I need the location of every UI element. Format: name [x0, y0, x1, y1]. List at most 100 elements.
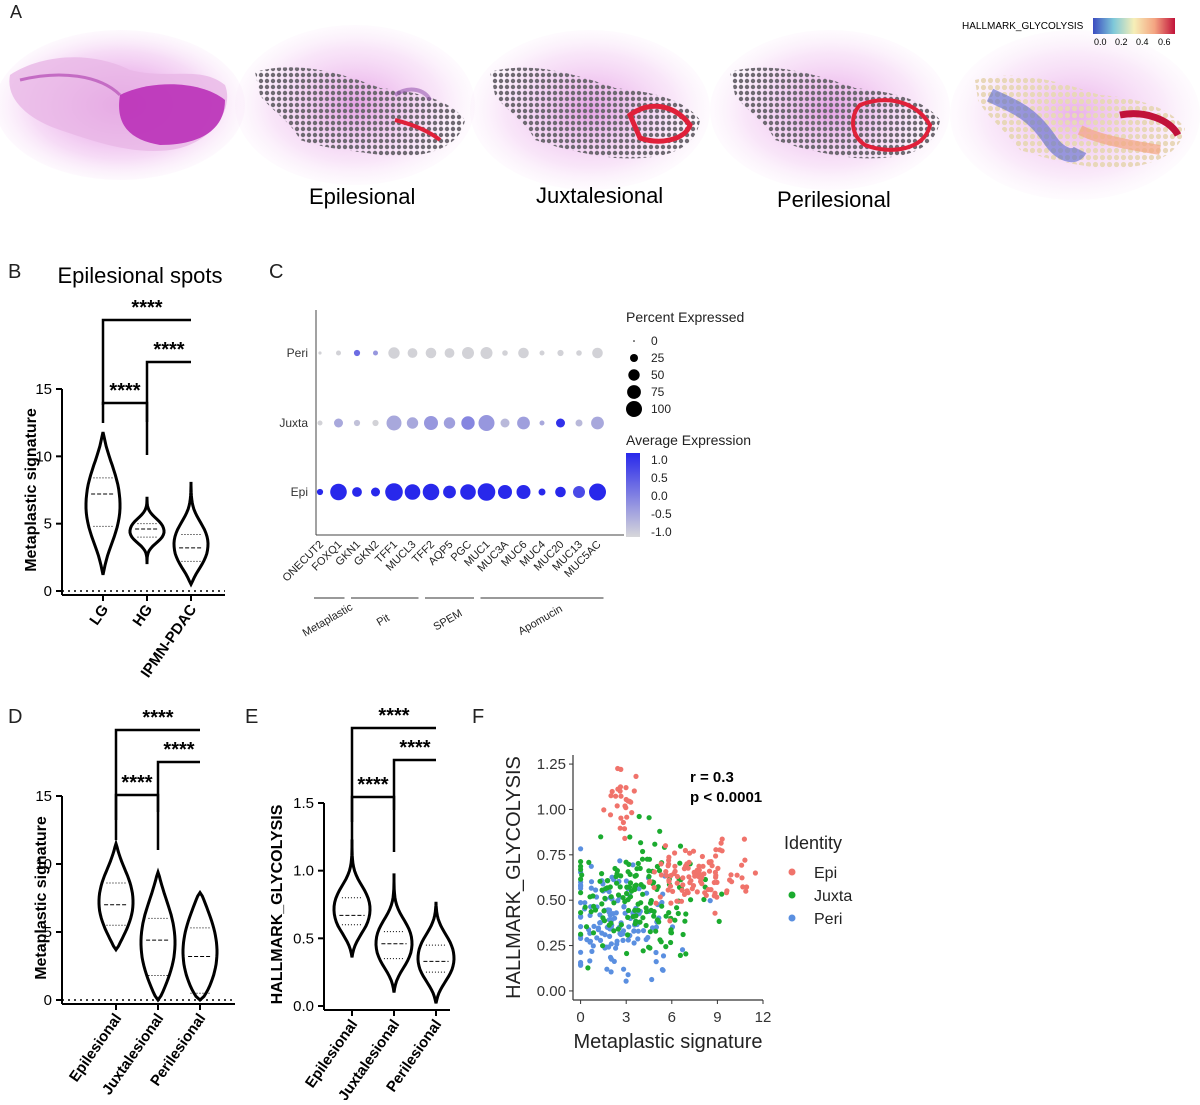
violin-0 — [84, 431, 122, 576]
significance-bracket — [156, 760, 200, 812]
point-epi — [728, 872, 734, 878]
point-epi — [713, 847, 719, 853]
point-epi — [711, 879, 717, 886]
point-epi — [712, 869, 718, 875]
dot-Juxta-MUC3A — [500, 418, 510, 428]
legend-swatch-peri — [788, 914, 796, 922]
point-juxta — [657, 828, 663, 834]
y-tick-label: 0.0 — [293, 998, 314, 1015]
dot-Peri-GKN1 — [353, 349, 361, 357]
colorbar-tick-0: 0.0 — [1094, 37, 1107, 47]
dot-Juxta-MUC13 — [575, 419, 583, 427]
dot-Peri-MUC13 — [576, 350, 582, 356]
point-epi — [712, 910, 718, 916]
dot-Juxta-FOXQ1 — [334, 418, 343, 428]
point-juxta — [677, 860, 683, 866]
point-peri — [588, 879, 595, 885]
point-epi — [696, 863, 702, 869]
dot-Epi-GKN1 — [352, 487, 362, 497]
point-juxta — [615, 892, 622, 898]
point-juxta — [635, 907, 641, 913]
point-juxta — [620, 895, 626, 901]
point-epi — [680, 882, 686, 888]
point-epi — [665, 887, 671, 893]
dot-Peri-FOXQ1 — [336, 350, 341, 356]
dot-Epi-MUC1 — [477, 483, 496, 501]
point-juxta — [579, 872, 585, 878]
point-juxta — [578, 859, 584, 865]
point-peri — [606, 944, 612, 950]
point-juxta — [624, 890, 630, 897]
point-peri — [578, 961, 584, 967]
x-tick-label: LG — [86, 602, 112, 629]
point-peri — [621, 966, 627, 972]
point-epi — [681, 891, 688, 897]
tissue-images — [0, 18, 1200, 200]
color-legend-title: Average Expression — [626, 432, 751, 448]
point-peri — [590, 943, 596, 949]
point-epi — [667, 918, 673, 924]
point-juxta — [590, 930, 597, 936]
y-tick-label: 0.75 — [537, 847, 566, 864]
point-juxta — [666, 910, 672, 916]
point-juxta — [597, 878, 603, 884]
point-peri — [623, 978, 629, 984]
colorbar-title: HALLMARK_GLYCOLYSIS — [962, 21, 1084, 32]
point-epi — [690, 883, 697, 889]
colorbar-tick-3: 0.6 — [1158, 37, 1171, 47]
significance-label: **** — [163, 739, 194, 761]
point-epi — [617, 784, 624, 790]
point-juxta — [632, 921, 638, 927]
point-epi — [609, 788, 615, 795]
he-image — [0, 30, 245, 180]
violin-2 — [181, 889, 219, 1003]
point-peri — [606, 909, 612, 915]
color-legend-label: -0.5 — [651, 507, 672, 521]
point-epi — [668, 900, 674, 906]
size-legend-title: Percent Expressed — [626, 309, 744, 325]
x-tick-label: HG — [129, 602, 156, 630]
point-peri — [625, 937, 631, 943]
dot-Epi-MUC5AC — [589, 483, 606, 501]
legend-label-epi: Epi — [814, 865, 837, 882]
point-peri — [578, 885, 584, 891]
dot-Epi-MUC3A — [498, 485, 512, 499]
point-juxta — [625, 869, 631, 875]
point-epi — [618, 793, 624, 799]
point-epi — [744, 884, 750, 890]
dot-Juxta-TFF1 — [386, 415, 402, 431]
dot-Epi-FOXQ1 — [330, 483, 347, 501]
panel-b: B 0 5 10 15 Metaplastic signature Epilesional… — [0, 255, 260, 685]
point-juxta — [618, 873, 624, 879]
point-juxta — [582, 904, 588, 910]
point-peri — [653, 924, 659, 930]
y-tick-label: 0.50 — [537, 892, 566, 909]
dot-Juxta-GKN2 — [372, 419, 379, 427]
point-juxta — [653, 928, 659, 934]
size-legend-label: 100 — [651, 402, 671, 416]
point-peri — [631, 928, 637, 934]
legend-swatch-juxta — [788, 891, 796, 899]
point-epi — [679, 887, 685, 893]
violin-2 — [416, 901, 456, 1004]
y-tick-label: 1.5 — [293, 795, 314, 812]
point-epi — [678, 898, 685, 904]
panel-d: D 0 5 10 15 Metaplastic signature Epilesional… — [0, 700, 250, 1100]
gene-group-label: Metaplastic — [301, 601, 356, 639]
point-peri — [607, 954, 614, 960]
dot-Juxta-TFF2 — [424, 416, 438, 430]
point-peri — [599, 930, 605, 936]
point-peri — [620, 937, 626, 943]
point-epi — [717, 847, 723, 853]
point-peri — [613, 945, 619, 951]
point-juxta — [675, 910, 681, 917]
point-juxta — [626, 884, 633, 890]
y-tick-label: 10 — [35, 448, 52, 465]
significance-label: **** — [357, 774, 388, 796]
dot-Juxta-MUC20 — [556, 418, 565, 428]
point-juxta — [601, 918, 608, 924]
dot-Juxta-MUC1 — [478, 415, 495, 431]
y-tick-label: 15 — [35, 381, 52, 398]
point-juxta — [663, 944, 669, 950]
